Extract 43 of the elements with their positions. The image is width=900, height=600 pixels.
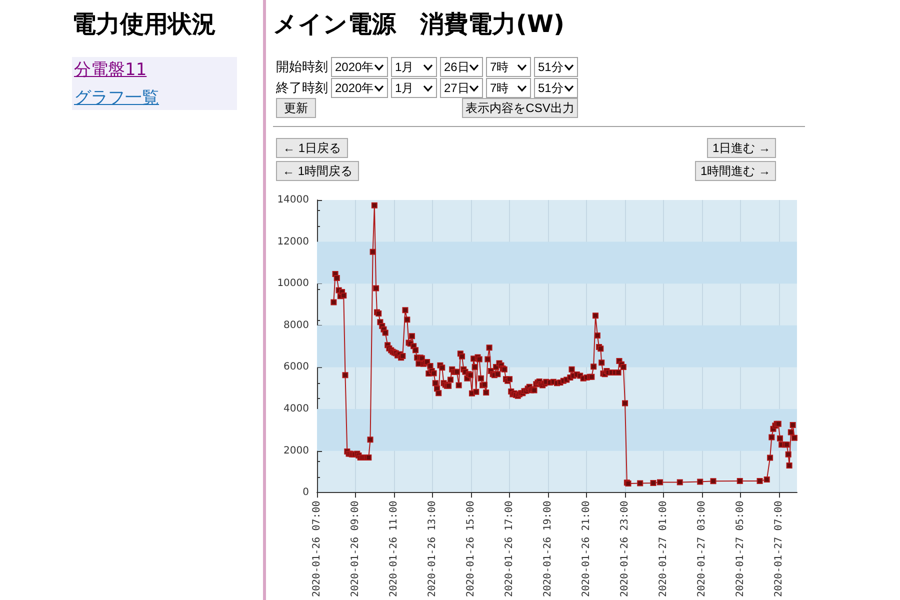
x-tick-label: 2020-01-26 07:00	[312, 500, 322, 597]
text: 表示内容をCSV出力	[462, 98, 578, 118]
x-tick-label: 2020-01-27 07:00	[774, 500, 785, 597]
text: 7時	[486, 57, 531, 77]
text: 1時間進む →	[695, 161, 776, 181]
text: 2020年	[331, 57, 388, 77]
text: 電力使用状況	[72, 9, 216, 40]
text: グラフ一覧	[74, 87, 159, 109]
x-tick-label: 2020-01-26 19:00	[542, 500, 554, 597]
x-tick-label: 2020-01-26 13:00	[427, 500, 438, 597]
x-tick-label: 2020-01-26 09:00	[350, 500, 362, 597]
y-tick-label: 2000	[284, 445, 309, 456]
text: 1月	[391, 78, 437, 98]
text: 分電盤11	[74, 59, 147, 81]
x-tick-label: 2020-01-27 05:00	[735, 500, 746, 597]
text: 51分	[534, 78, 578, 98]
x-tick-label: 2020-01-26 17:00	[504, 500, 516, 597]
y-tick-label: 8000	[284, 320, 309, 331]
text: 1日進む →	[707, 138, 776, 158]
text: ← 1日戻る	[276, 138, 348, 158]
x-tick-label: 2020-01-27 01:00	[658, 500, 670, 597]
y-tick-label: 6000	[284, 362, 309, 373]
text: 更新	[276, 98, 316, 118]
x-tick-label: 2020-01-27 03:00	[696, 500, 708, 597]
text: ← 1時間戻る	[276, 161, 359, 181]
text: 1月	[391, 57, 437, 77]
x-tick-label: 2020-01-26 15:00	[466, 500, 477, 597]
y-tick-label: 0	[302, 487, 309, 498]
y-tick-label: 4000	[284, 404, 309, 415]
text: 2020年	[331, 78, 388, 98]
x-tick-label: 2020-01-26 23:00	[620, 500, 631, 597]
x-tick-label: 2020-01-26 21:00	[581, 500, 592, 597]
text: 終了時刻	[276, 80, 328, 97]
text: 51分	[534, 57, 578, 77]
y-tick-label: 12000	[277, 236, 309, 248]
y-tick-label: 10000	[277, 278, 309, 290]
text: 26日	[440, 57, 483, 77]
text: 7時	[486, 78, 531, 98]
y-tick-label: 14000	[277, 194, 309, 206]
x-tick-label: 2020-01-26 11:00	[388, 500, 400, 597]
text: 27日	[440, 78, 483, 98]
text: 開始時刻	[276, 59, 328, 76]
chart-title: メイン電源 消費電力(W)	[273, 9, 564, 40]
